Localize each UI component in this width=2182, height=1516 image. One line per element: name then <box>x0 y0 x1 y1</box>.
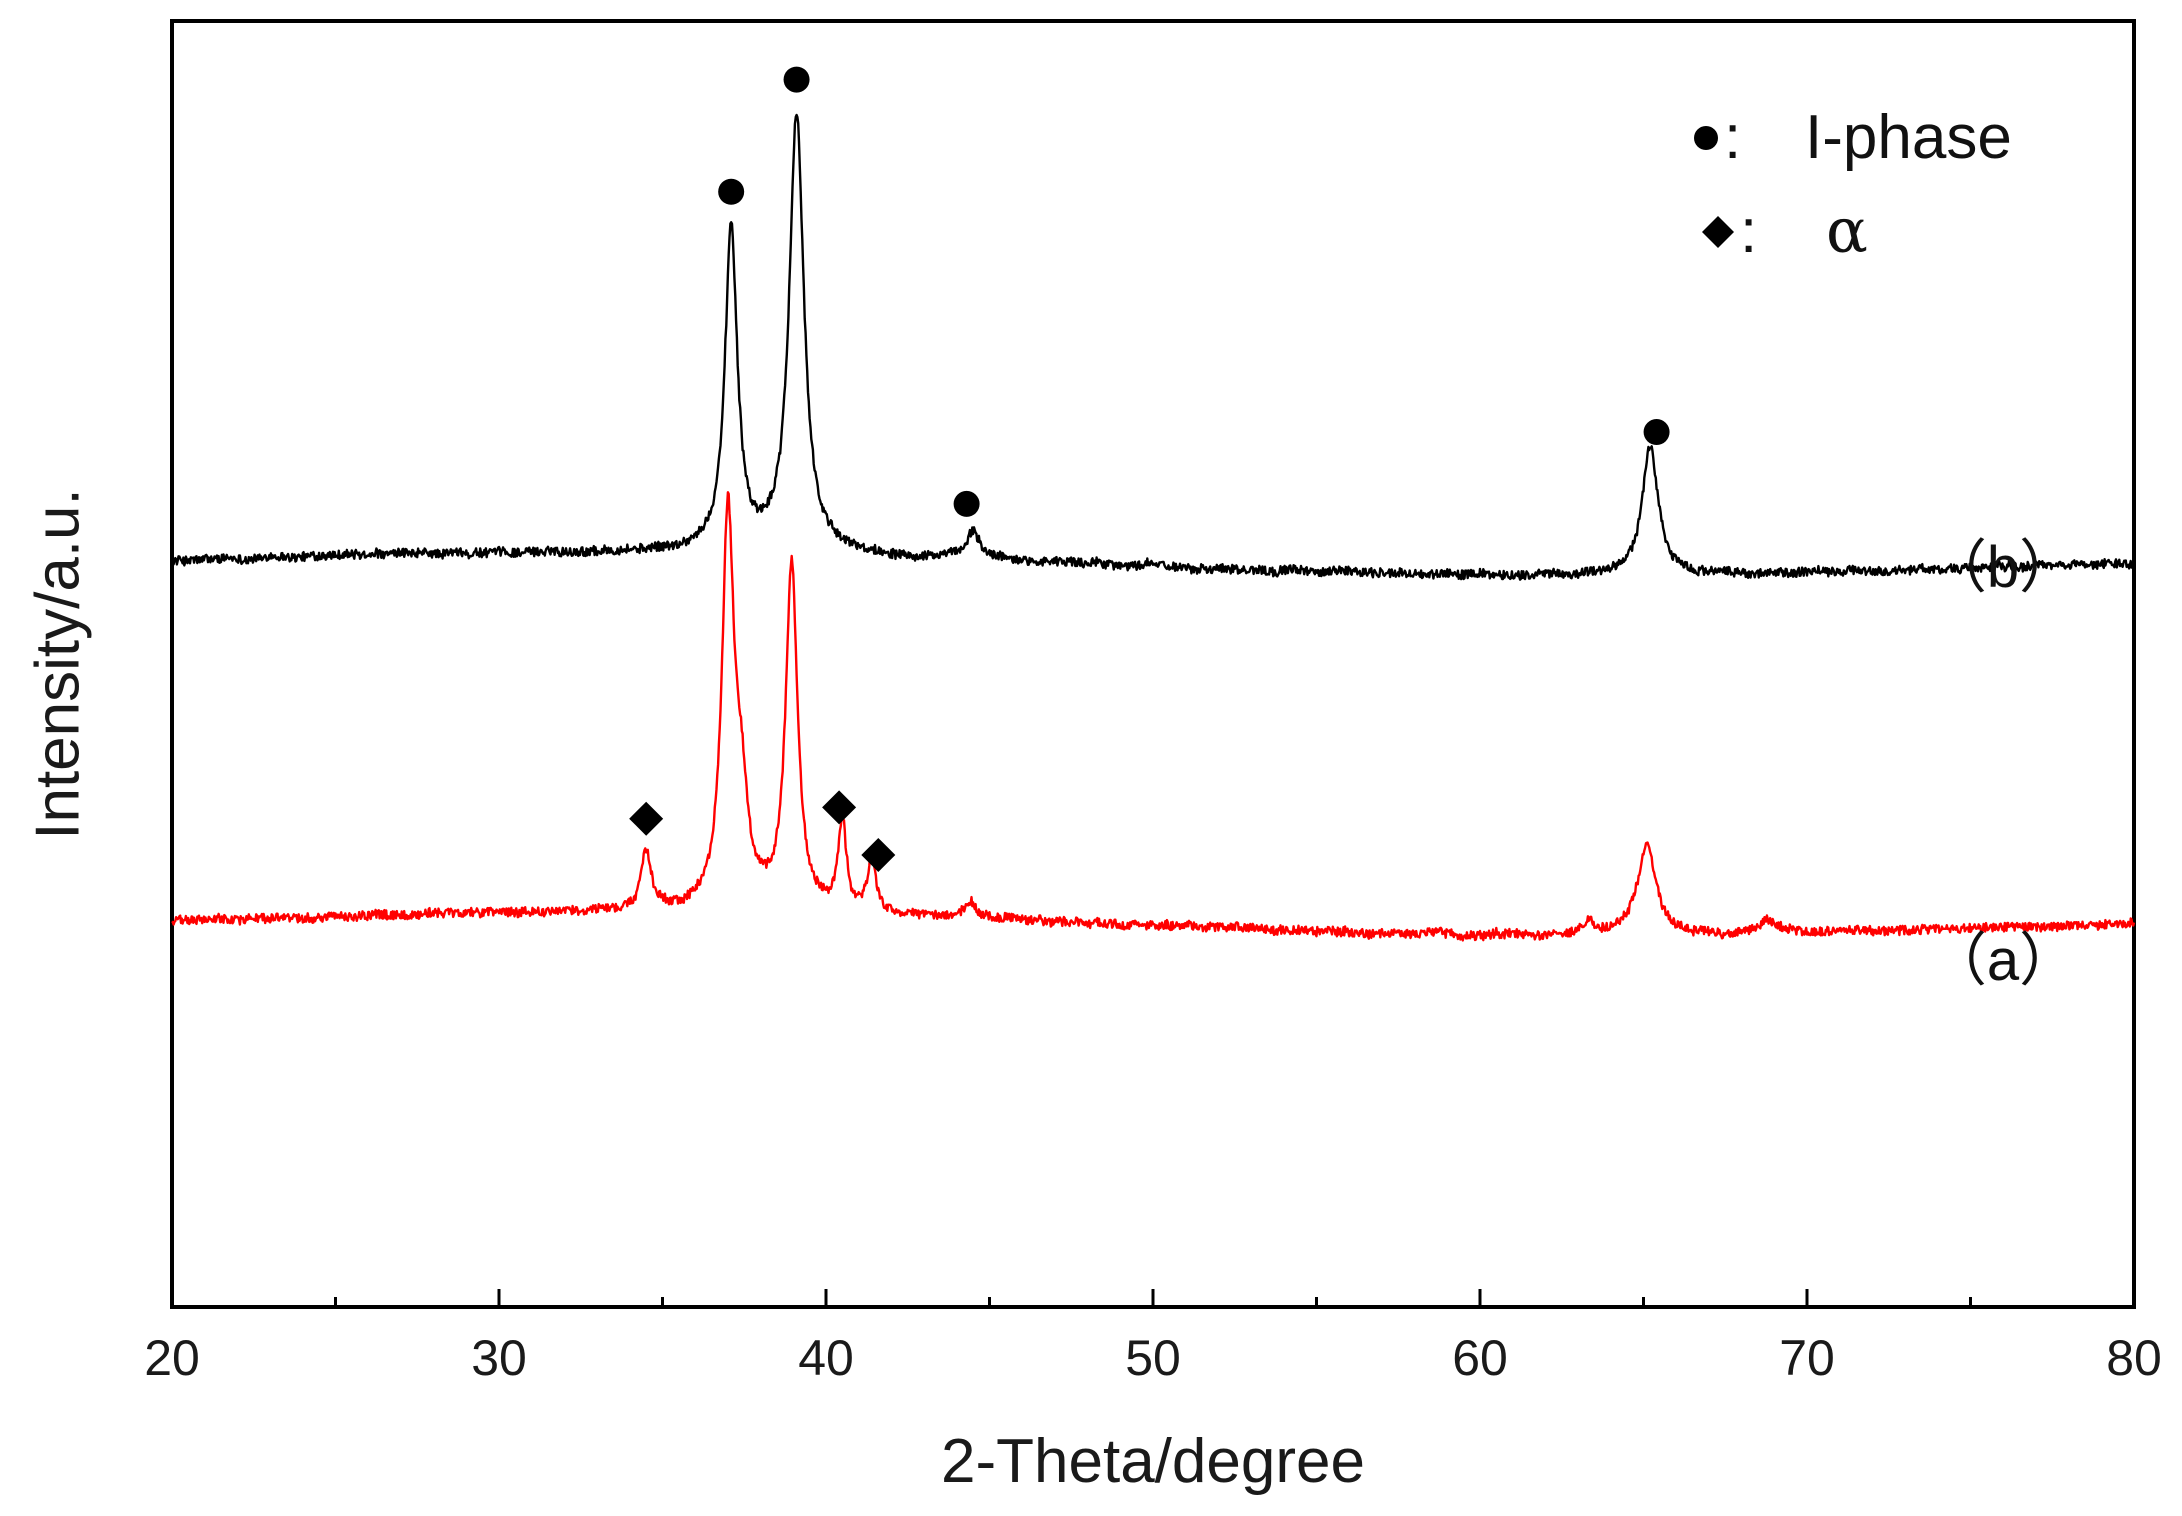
x-tick-label: 30 <box>471 1330 527 1386</box>
i-phase-peak-marker <box>783 66 810 93</box>
y-axis-title: Intensity/a.u. <box>23 488 92 840</box>
x-tick-label: 80 <box>2106 1330 2162 1386</box>
alpha-peak-marker <box>822 790 857 825</box>
x-tick-label: 70 <box>1779 1330 1835 1386</box>
legend-label-alpha: α <box>1826 194 1868 267</box>
i-phase-peak-marker <box>718 178 745 205</box>
curve-label-a: （a） <box>1929 928 2077 993</box>
curves <box>170 113 2136 942</box>
alpha-peak-marker <box>861 837 896 872</box>
i-phase-peak-marker <box>1643 419 1670 446</box>
curve-label-b: （b） <box>1929 535 2077 600</box>
x-axis-title: 2-Theta/degree <box>941 1427 1365 1496</box>
legend-separator-2: : <box>1740 197 1757 266</box>
x-tick-label: 40 <box>798 1330 854 1386</box>
legend: : I-phase : α <box>1694 103 2012 267</box>
legend-circle-marker <box>1694 126 1718 150</box>
i-phase-peak-marker <box>953 490 980 517</box>
legend-label-i-phase: I-phase <box>1805 103 2012 172</box>
x-tick-label: 60 <box>1452 1330 1508 1386</box>
series-line-a <box>171 491 2136 942</box>
x-tick-label: 50 <box>1125 1330 1181 1386</box>
alpha-peak-marker <box>629 801 664 836</box>
legend-diamond-marker <box>1702 216 1734 248</box>
legend-separator-1: : <box>1724 103 1741 172</box>
series-line-b <box>170 113 2135 581</box>
x-axis-ticks: 20 30 40 50 60 70 80 <box>144 1289 2162 1386</box>
x-tick-label: 20 <box>144 1330 200 1386</box>
peak-markers <box>629 66 1670 872</box>
